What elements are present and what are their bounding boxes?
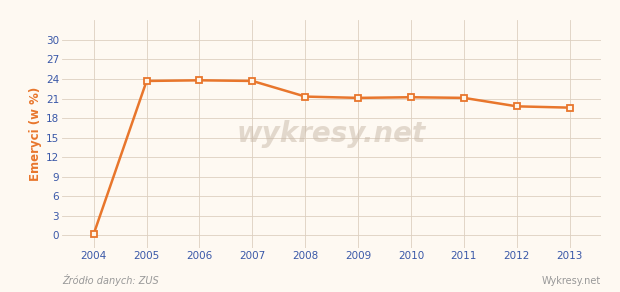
Text: wykresy.net: wykresy.net <box>237 120 427 148</box>
Text: Źródło danych: ZUS: Źródło danych: ZUS <box>62 274 159 286</box>
Y-axis label: Emeryci (w %): Emeryci (w %) <box>29 87 42 181</box>
Text: Wykresy.net: Wykresy.net <box>542 276 601 286</box>
